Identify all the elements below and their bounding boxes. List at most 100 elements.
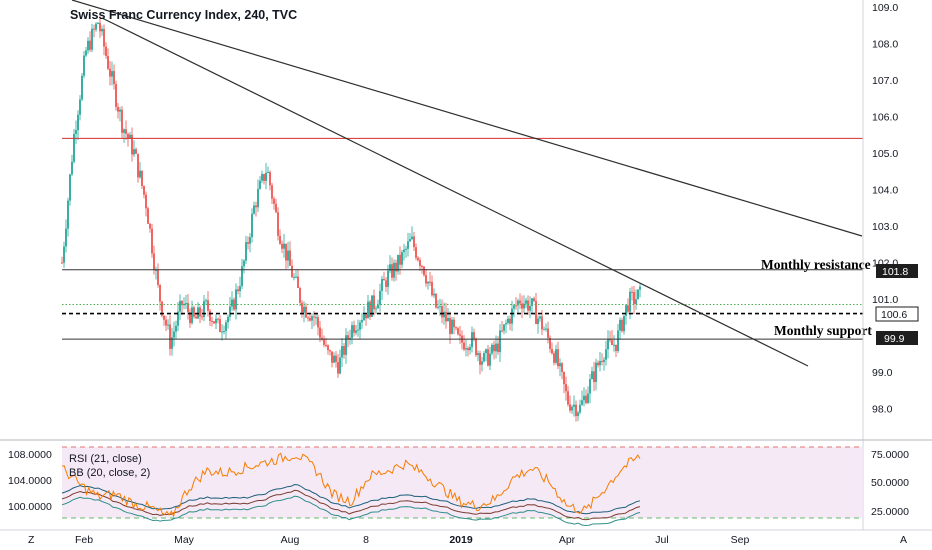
candle-body (495, 343, 497, 352)
candle-body (71, 161, 73, 175)
candle-body (273, 198, 275, 204)
candle-body (121, 109, 123, 133)
candle-body (347, 335, 349, 340)
candle-body (445, 311, 447, 322)
candle-body (281, 243, 283, 249)
candle-body (63, 246, 65, 263)
candle-body (101, 28, 103, 32)
candle-body (129, 134, 131, 139)
candle-body (373, 295, 375, 310)
candle-body (473, 332, 475, 339)
auto-scale-icon-glyph: A (900, 534, 907, 546)
candle-body (459, 334, 461, 336)
candle-body (557, 349, 559, 367)
auto-scale-icon[interactable]: A (900, 534, 907, 546)
candle-body (481, 361, 483, 365)
candle-body (331, 351, 333, 363)
candle-body (235, 289, 237, 310)
candle-body (435, 293, 437, 308)
candle-body (229, 306, 231, 317)
candle-body (503, 324, 505, 331)
right-tick: 75.0000 (871, 449, 909, 461)
candle-body (171, 337, 173, 349)
timezone-icon[interactable]: Z (28, 534, 35, 546)
candle-body (223, 331, 225, 333)
candle-body (95, 23, 97, 30)
candle-body (189, 312, 191, 324)
candle-body (227, 316, 229, 323)
candle-body (293, 276, 295, 278)
candle-body (505, 323, 507, 325)
candle-body (299, 288, 301, 303)
price-tick: 108.0 (872, 39, 898, 51)
candle-body (621, 319, 623, 332)
candle-body (339, 357, 341, 374)
candle-body (521, 303, 523, 309)
candle-body (195, 316, 197, 319)
candle-body (365, 314, 367, 319)
candle-body (325, 344, 327, 346)
candle-body (541, 316, 543, 330)
candle-body (449, 317, 451, 334)
time-axis[interactable]: Feb May Aug 8 2019 Apr Jul Sep Z A (0, 529, 932, 546)
candle-body (287, 250, 289, 261)
indicator-lines (61, 452, 641, 527)
candle-body (399, 254, 401, 265)
candle-body (225, 322, 227, 332)
candle-body (261, 174, 263, 181)
candle-body (309, 318, 311, 321)
candle-body (571, 406, 573, 411)
candle-body (395, 262, 397, 272)
time-tick: Sep (731, 534, 750, 546)
candle-body (489, 353, 491, 366)
bb-lower-line (61, 495, 641, 527)
candle-body (249, 237, 251, 244)
candle-body (367, 301, 369, 319)
candle-body (105, 46, 107, 57)
candle-body (201, 316, 203, 318)
candle-body (85, 50, 87, 56)
price-tick: 101.0 (872, 294, 898, 306)
candle-body (97, 22, 99, 24)
candle-body (215, 318, 217, 324)
candle-body (289, 250, 291, 266)
rsi-background (62, 447, 863, 518)
candle-body (579, 404, 581, 413)
price-tick: 105.0 (872, 148, 898, 160)
candle-body (551, 348, 553, 354)
candle-body (303, 306, 305, 313)
price-tick: 103.0 (872, 221, 898, 233)
price-axis-ticks: 109.0108.0107.0106.0105.0104.0103.0102.0… (872, 2, 898, 416)
candle-body (217, 318, 219, 320)
candle-body (175, 325, 177, 332)
candle-body (315, 317, 317, 319)
candle-body (241, 266, 243, 287)
candle-body (577, 412, 579, 417)
price-tick: 107.0 (872, 75, 898, 87)
candle-body (613, 344, 615, 346)
candle-body (425, 275, 427, 284)
candle-body (203, 301, 205, 318)
candle-body (463, 342, 465, 350)
candle-body (527, 300, 529, 311)
bb-legend: BB (20, close, 2) (69, 467, 150, 479)
candle-body (439, 306, 441, 308)
indicator-right-axis[interactable]: 75.0000 50.0000 25.0000 (871, 449, 909, 518)
candle-body (243, 260, 245, 267)
trendline-upper[interactable] (71, 0, 863, 237)
candle-body (545, 328, 547, 330)
candle-body (465, 348, 467, 350)
price-tag-101-8-label: 101.8 (882, 266, 908, 278)
candle-body (255, 205, 257, 208)
candle-body (119, 109, 121, 112)
candle-body (419, 260, 421, 266)
price-tag-101-8: 101.8 (876, 264, 918, 278)
candle-body (143, 186, 145, 195)
time-tick: Apr (559, 534, 576, 546)
candle-body (151, 228, 153, 254)
trendline-lower[interactable] (101, 17, 809, 367)
horizontal-levels (62, 137, 863, 340)
candle-body (391, 264, 393, 278)
price-axis[interactable]: 109.0108.0107.0106.0105.0104.0103.0102.0… (862, 0, 919, 530)
candle-body (89, 40, 91, 50)
